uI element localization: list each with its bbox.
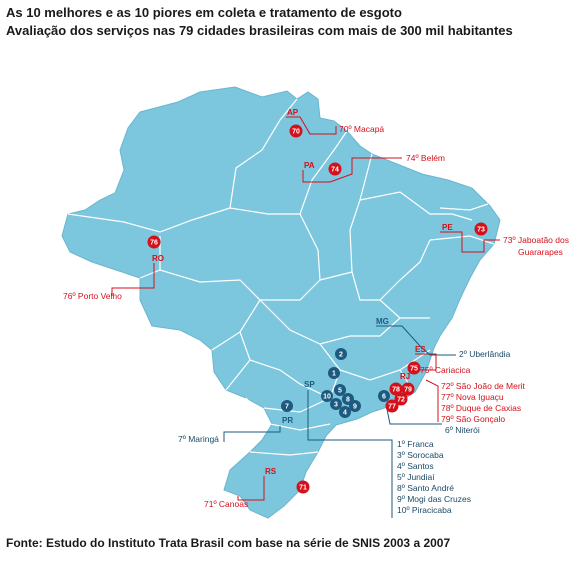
- label-rj-78: 78º Duque de Caxias: [441, 403, 521, 413]
- svg-text:79: 79: [404, 387, 412, 394]
- label-sp-8: 8º Santo André: [397, 483, 454, 493]
- city-marker-rj-79: 79: [401, 382, 415, 396]
- label-sp-3: 3º Sorocaba: [397, 450, 444, 460]
- state-label-rs: RS: [265, 467, 277, 476]
- state-label-es: ES: [415, 345, 426, 354]
- label-sp-1: 1º Franca: [397, 439, 434, 449]
- label-uberlandia: 2º Uberlândia: [459, 349, 511, 359]
- svg-text:7: 7: [285, 404, 289, 411]
- city-marker-rj-77: 77: [385, 399, 399, 413]
- city-marker-sp-1: 1: [328, 367, 340, 379]
- label-maringa: 7º Maringá: [178, 434, 219, 444]
- source-note: Fonte: Estudo do Instituto Trata Brasil …: [6, 536, 451, 550]
- svg-text:5: 5: [338, 388, 342, 395]
- city-marker-rj-72: 72: [394, 392, 408, 406]
- svg-text:71: 71: [299, 485, 307, 492]
- label-cariacica: 75º Cariacica: [420, 365, 471, 375]
- svg-text:4: 4: [343, 410, 347, 417]
- state-label-mg: MG: [376, 317, 389, 326]
- city-marker-belem: 74: [328, 162, 342, 176]
- label-canoas: 71º Canoas: [204, 499, 248, 509]
- label-jaboatao-line2: Guararapes: [518, 247, 563, 257]
- svg-text:70: 70: [292, 129, 300, 136]
- svg-text:76: 76: [150, 240, 158, 247]
- city-marker-cariacica: 75: [407, 361, 421, 375]
- svg-text:75: 75: [410, 366, 418, 373]
- label-belem: 74º Belém: [406, 153, 445, 163]
- svg-text:2: 2: [339, 352, 343, 359]
- label-macapa: 70º Macapá: [339, 124, 384, 134]
- svg-text:78: 78: [392, 387, 400, 394]
- page-title: As 10 melhores e as 10 piores em coleta …: [6, 5, 402, 20]
- state-label-ro: RO: [152, 254, 164, 263]
- label-rj-72: 72º São João de Merit: [441, 381, 526, 391]
- city-marker-maringa: 7: [281, 400, 293, 412]
- label-sp-4: 4º Santos: [397, 461, 434, 471]
- label-sp-9: 9º Mogi das Cruzes: [397, 494, 471, 504]
- city-marker-rj-78: 78: [389, 382, 403, 396]
- city-marker-porto-velho: 76: [147, 235, 161, 249]
- leader-lines-best: [223, 325, 456, 518]
- state-borders: [67, 98, 495, 456]
- page-subtitle: Avaliação dos serviços nas 79 cidades br…: [6, 23, 513, 38]
- state-label-ap: AP: [287, 108, 299, 117]
- leader-lines-worst: [111, 116, 500, 501]
- label-sp-5: 5º Jundiaí: [397, 472, 435, 482]
- svg-text:73: 73: [477, 227, 485, 234]
- city-marker-sp-3: 3: [330, 398, 342, 410]
- label-sp-10: 10º Piracicaba: [397, 505, 452, 515]
- city-marker-sp-9: 9: [349, 400, 361, 412]
- svg-text:72: 72: [397, 397, 405, 404]
- city-marker-uberlandia: 2: [335, 348, 347, 360]
- brazil-territory: [61, 86, 501, 519]
- svg-text:9: 9: [353, 404, 357, 411]
- svg-text:10: 10: [323, 394, 331, 401]
- label-rj-79: 79º São Gonçalo: [441, 414, 505, 424]
- svg-text:3: 3: [334, 402, 338, 409]
- label-rj-77: 77º Nova Iguaçu: [441, 392, 504, 402]
- state-label-sp: SP: [304, 380, 315, 389]
- city-marker-sp-4: 4: [339, 406, 351, 418]
- svg-text:6: 6: [382, 394, 386, 401]
- city-marker-sp-5: 5: [334, 384, 346, 396]
- svg-text:77: 77: [388, 404, 396, 411]
- label-porto-velho: 76º Porto Velho: [63, 291, 122, 301]
- state-label-rj: RJ: [400, 372, 410, 381]
- state-label-pr: PR: [282, 416, 293, 425]
- svg-text:1: 1: [332, 371, 336, 378]
- state-label-pa: PA: [304, 161, 315, 170]
- state-label-pe: PE: [442, 223, 453, 232]
- label-jaboatao-line1: 73º Jaboatão dos: [503, 235, 569, 245]
- svg-text:8: 8: [346, 397, 350, 404]
- svg-text:74: 74: [331, 167, 339, 174]
- city-marker-sp-10: 10: [321, 390, 333, 402]
- city-marker-jaboatao: 73: [474, 222, 488, 236]
- city-marker-macapa: 70: [289, 124, 303, 138]
- label-niteroi: 6º Niterói: [445, 425, 480, 435]
- city-marker-canoas: 71: [296, 480, 310, 494]
- city-marker-niteroi: 6: [378, 390, 390, 402]
